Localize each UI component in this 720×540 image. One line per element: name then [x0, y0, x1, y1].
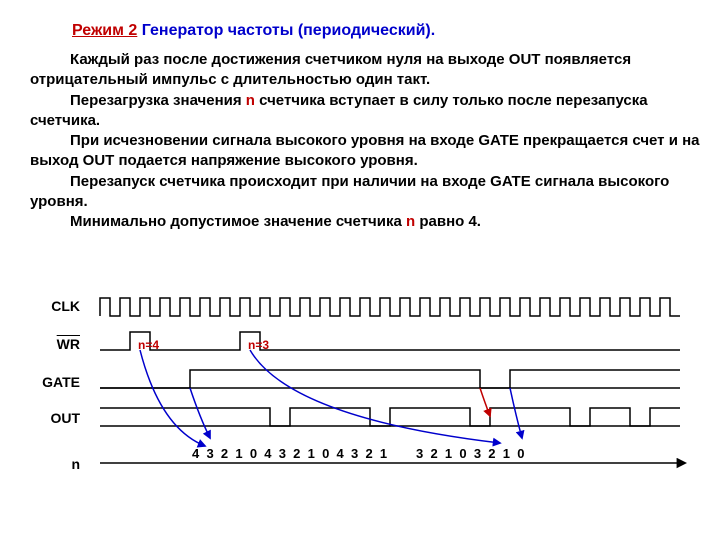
counter-load-label: n=4	[138, 338, 159, 352]
out-label: OUT	[30, 410, 80, 426]
counter-values: 4 3 2 1 0 4 3 2 1 0 4 3 2 1 3 2 1 0 3 2 …	[192, 446, 524, 461]
description-text: Каждый раз после достижения счетчиком ну…	[30, 50, 700, 232]
timing-svg	[90, 288, 690, 508]
title-text: Генератор частоты (периодический).	[137, 22, 435, 39]
page-title: Режим 2 Генератор частоты (периодический…	[72, 22, 435, 40]
gate-label: GATE	[30, 374, 80, 390]
timing-diagram: CLK WR GATE OUT n n=4 n=3 4 3 2 1 0 4 3 2…	[30, 288, 700, 518]
clk-label: CLK	[30, 298, 80, 314]
mode-label: Режим 2	[72, 22, 137, 39]
wr-label: WR	[30, 336, 80, 352]
counter-load-label: n=3	[248, 338, 269, 352]
n-label: n	[30, 456, 80, 472]
